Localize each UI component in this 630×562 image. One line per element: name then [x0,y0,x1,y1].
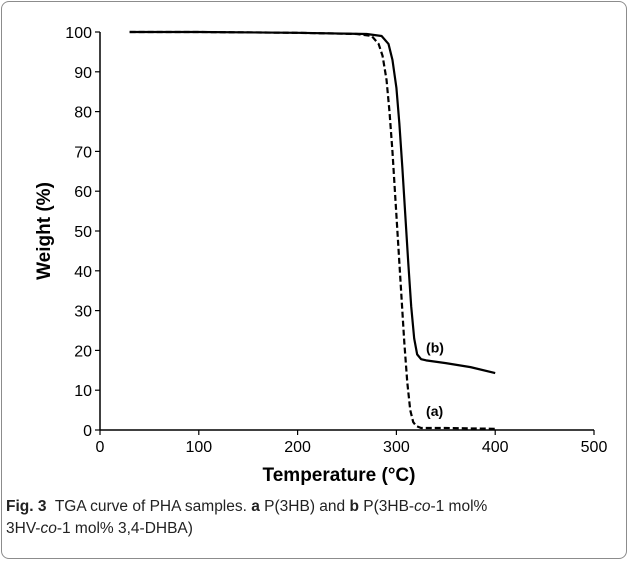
x-tick-label: 0 [96,439,105,456]
caption-fig-label: Fig. 3 [6,498,47,515]
caption-text-3: P(3HB- [358,498,415,515]
y-tick-label: 70 [74,144,92,161]
y-tick-label: 30 [74,304,92,321]
y-tick-label: 50 [74,224,92,241]
series-line-b [129,30,496,375]
series-layer [129,30,496,430]
x-tick-label: 100 [185,439,212,456]
y-axis-title: Weight (%) [34,182,55,280]
y-tick-label: 40 [74,264,92,281]
caption-co-2: co [40,520,57,537]
caption-text-2: P(3HB) and [259,498,350,515]
x-axis-title: Temperature (°C) [263,465,416,486]
x-tick-label: 500 [581,439,608,456]
y-tick-label: 0 [83,423,92,440]
y-tick-label: 10 [74,383,92,400]
y-tick-label: 60 [74,184,92,201]
caption-co-1: co [414,498,431,515]
caption-a-label: a [251,498,260,515]
y-tick-label: 100 [65,25,92,42]
caption-b-label: b [349,498,359,515]
y-tick-label: 80 [74,105,92,122]
caption-text-4: -1 mol% [430,498,488,515]
caption-text-5: -1 mol% 3,4-DHBA) [56,520,193,537]
series-label-a: (a) [426,403,443,419]
series-line-a [129,30,496,430]
x-tick-label: 400 [482,439,509,456]
tick-labels: 0 10 20 30 40 50 60 70 80 90 100 0 100 200 300 400 500 [65,25,607,456]
caption-line2: 3HV- [6,520,41,537]
series-labels: (a) (b) [426,339,444,419]
y-tick-label: 90 [74,65,92,82]
x-tick-label: 300 [383,439,410,456]
figure-caption: Fig. 3 TGA curve of PHA samples. a P(3HB… [6,496,618,540]
series-label-b: (b) [426,339,444,355]
x-tick-label: 200 [284,439,311,456]
axes [95,31,595,435]
caption-text-1: TGA curve of PHA samples. [54,498,252,515]
y-tick-label: 20 [74,343,92,360]
